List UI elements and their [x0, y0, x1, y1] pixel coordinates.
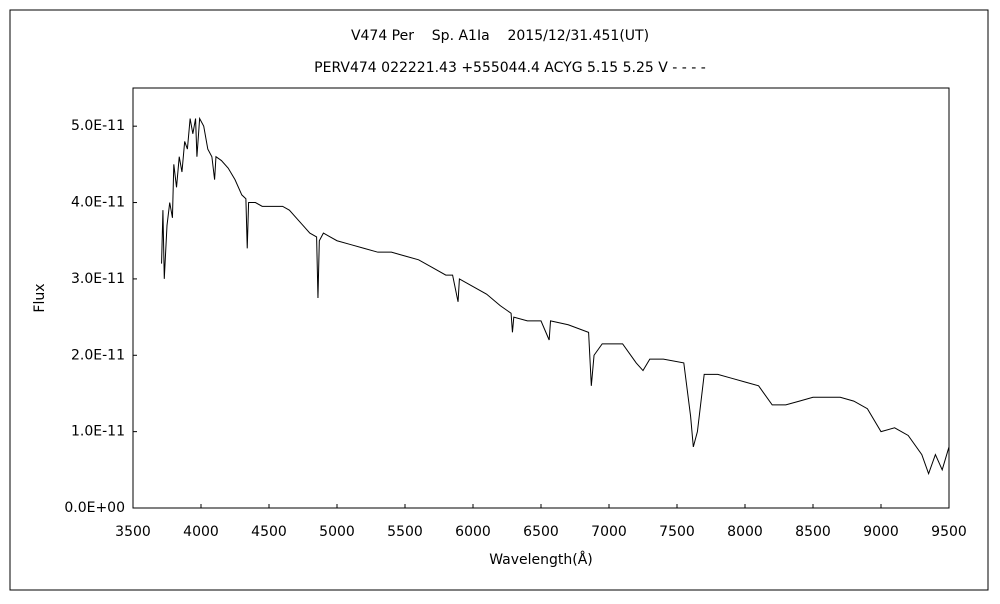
y-tick-label: 1.0E-11	[71, 424, 125, 440]
x-tick-label: 9000	[863, 524, 899, 540]
y-tick-label: 5.0E-11	[71, 118, 125, 134]
x-tick-label: 3500	[115, 524, 151, 540]
y-tick-label: 0.0E+00	[64, 500, 125, 516]
y-tick-label: 2.0E-11	[71, 347, 125, 363]
x-tick-label: 8000	[727, 524, 763, 540]
x-axis-label: Wavelength(Å)	[489, 551, 593, 568]
y-axis-label: Flux	[32, 283, 48, 312]
x-tick-label: 7000	[591, 524, 627, 540]
x-tick-label: 5500	[387, 524, 423, 540]
x-tick-label: 8500	[795, 524, 831, 540]
x-tick-label: 7500	[659, 524, 695, 540]
y-tick-label: 4.0E-11	[71, 195, 125, 211]
x-tick-label: 4000	[183, 524, 219, 540]
chart-frame	[9, 9, 989, 591]
chart-subtitle: PERV474 022221.43 +555044.4 ACYG 5.15 5.…	[314, 60, 706, 76]
x-tick-label: 6500	[523, 524, 559, 540]
x-tick-label: 6000	[455, 524, 491, 540]
x-tick-label: 5000	[319, 524, 355, 540]
spectrum-line	[161, 116, 950, 476]
chart-title: V474 Per Sp. A1Ia 2015/12/31.451(UT)	[351, 28, 649, 44]
y-tick-label: 3.0E-11	[71, 271, 125, 287]
x-tick-label: 4500	[251, 524, 287, 540]
x-tick-label: 9500	[931, 524, 967, 540]
